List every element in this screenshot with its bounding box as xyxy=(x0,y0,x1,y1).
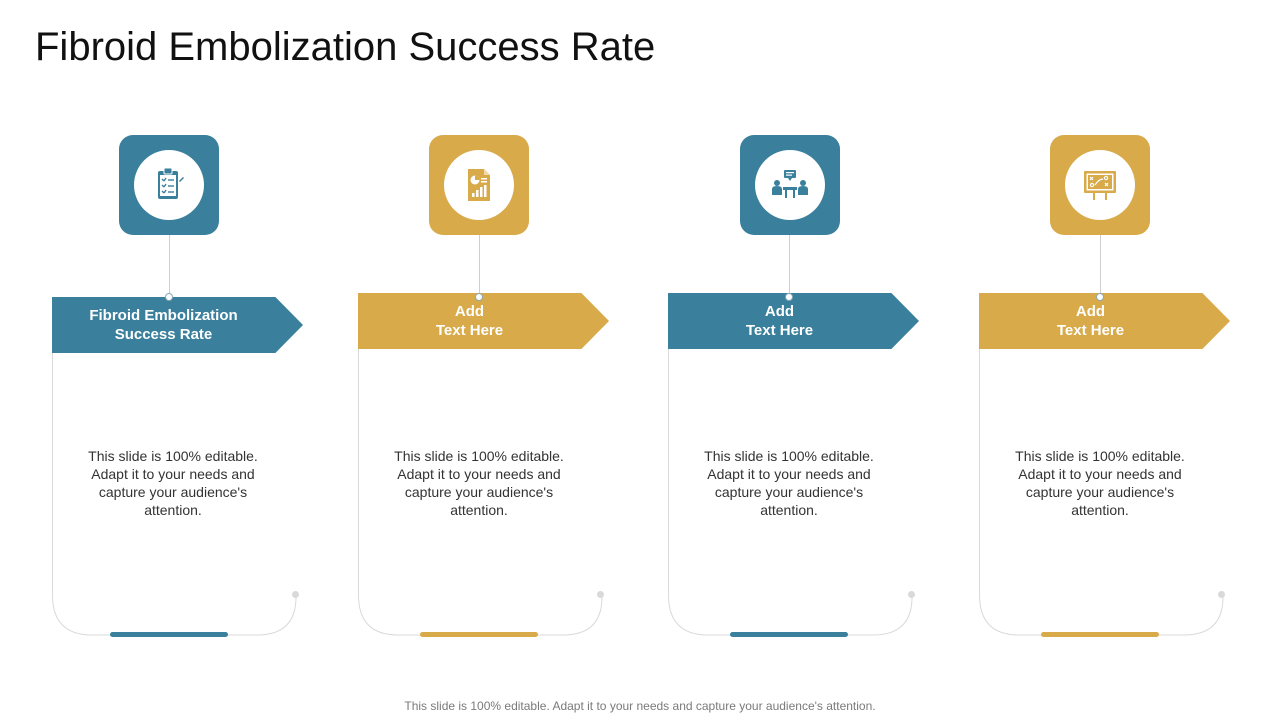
report-chart-icon xyxy=(468,169,490,201)
accent-bar xyxy=(110,632,228,637)
connector-dot xyxy=(475,293,483,301)
icon-circle xyxy=(755,150,825,220)
accent-bar xyxy=(1041,632,1159,637)
end-dot xyxy=(292,591,299,598)
step-heading: Fibroid Embolization Success Rate xyxy=(89,307,238,343)
card-outline xyxy=(52,300,297,636)
accent-bar xyxy=(420,632,538,637)
connector-line xyxy=(1100,235,1101,293)
step-description: This slide is 100% editable. Adapt it to… xyxy=(704,448,874,518)
step-heading: Add Text Here xyxy=(745,303,814,339)
step-card-4: Add Text Here This slide is 100% editabl… xyxy=(979,0,1239,720)
icon-box xyxy=(429,135,529,235)
end-dot xyxy=(1218,591,1225,598)
icon-circle xyxy=(444,150,514,220)
connector-line xyxy=(169,235,170,297)
step-banner: Add Text Here xyxy=(358,293,609,349)
connector-line xyxy=(789,235,790,293)
step-description: This slide is 100% editable. Adapt it to… xyxy=(394,448,564,518)
step-card-1: Fibroid Embolization Success Rate This s… xyxy=(52,0,312,720)
strategy-board-icon xyxy=(1084,171,1116,200)
icon-box xyxy=(119,135,219,235)
connector-dot xyxy=(165,293,173,301)
card-outline xyxy=(358,296,603,636)
slide-title: Fibroid Embolization Success Rate xyxy=(35,25,656,69)
icon-circle xyxy=(134,150,204,220)
icon-box xyxy=(740,135,840,235)
step-description: This slide is 100% editable. Adapt it to… xyxy=(88,448,258,518)
footer-note: This slide is 100% editable. Adapt it to… xyxy=(404,699,876,713)
step-banner: Fibroid Embolization Success Rate xyxy=(52,297,303,353)
step-banner: Add Text Here xyxy=(979,293,1230,349)
step-description: This slide is 100% editable. Adapt it to… xyxy=(1015,448,1185,518)
step-card-3: Add Text Here This slide is 100% editabl… xyxy=(668,0,928,720)
connector-line xyxy=(479,235,480,293)
end-dot xyxy=(908,591,915,598)
step-heading: Add Text Here xyxy=(435,303,504,339)
icon-box xyxy=(1050,135,1150,235)
card-outline xyxy=(979,296,1224,636)
team-meeting-icon xyxy=(772,170,808,198)
card-outline xyxy=(668,296,913,636)
step-banner: Add Text Here xyxy=(668,293,919,349)
connector-dot xyxy=(1096,293,1104,301)
clipboard-checklist-icon xyxy=(158,167,184,199)
step-card-2: Add Text Here This slide is 100% editabl… xyxy=(358,0,618,720)
end-dot xyxy=(597,591,604,598)
accent-bar xyxy=(730,632,848,637)
icon-circle xyxy=(1065,150,1135,220)
connector-dot xyxy=(785,293,793,301)
step-heading: Add Text Here xyxy=(1056,303,1125,339)
